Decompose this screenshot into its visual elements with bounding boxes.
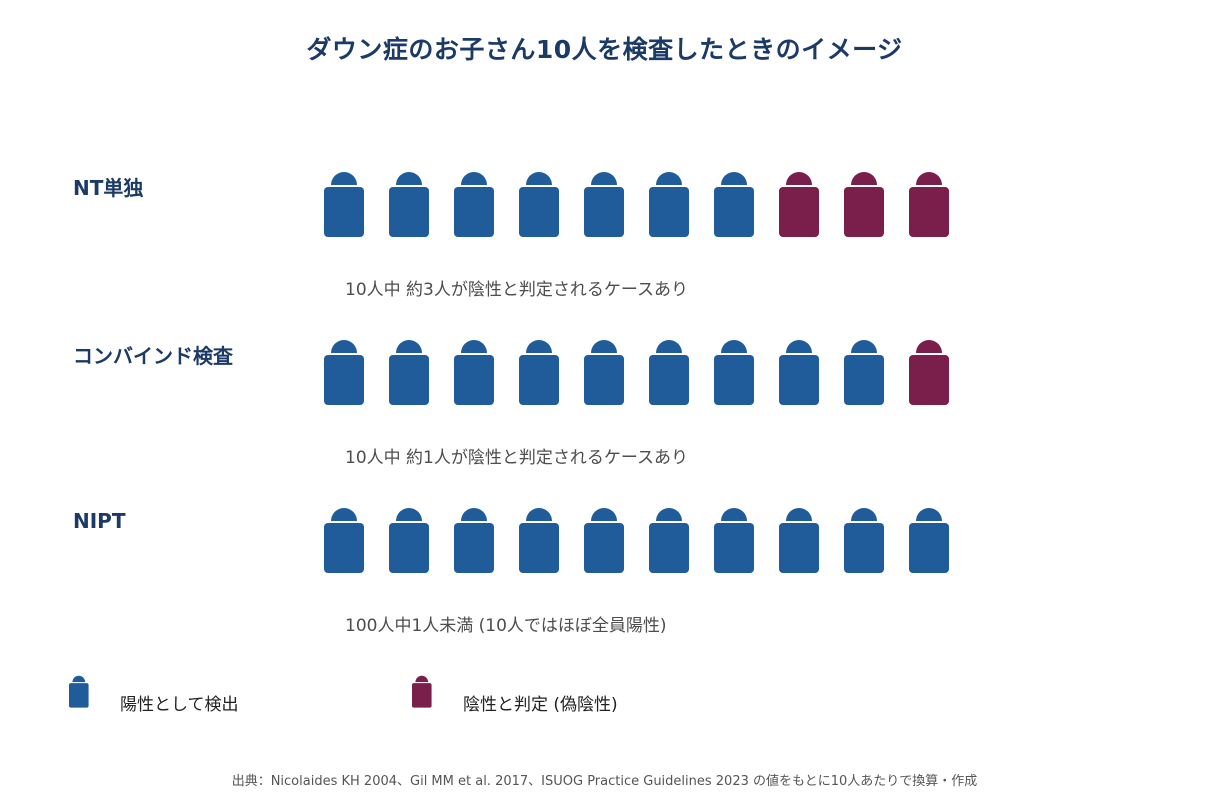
source-note: 出典：Nicolaides KH 2004、Gil MM et al. 2017…	[231, 774, 978, 789]
positive-person-icon	[584, 508, 624, 573]
legend-positive-person	[68, 675, 89, 708]
positive-person-icon	[389, 508, 429, 573]
positive-person-icon	[714, 508, 754, 573]
positive-person-icon	[454, 340, 494, 405]
positive-person-icon	[519, 172, 559, 237]
row-label-nt: NT単独	[73, 176, 144, 200]
positive-person-icon	[324, 508, 364, 573]
row-label-combined: コンバインド検査	[73, 344, 233, 368]
positive-person-icon	[779, 508, 819, 573]
positive-person-icon	[649, 172, 689, 237]
positive-person-icon	[584, 340, 624, 405]
positive-person-icon	[454, 508, 494, 573]
row-label-nipt: NIPT	[73, 509, 126, 533]
chart-title: ダウン症のお子さん10人を検査したときのイメージ	[306, 35, 903, 64]
positive-person-icon	[389, 172, 429, 237]
positive-person-icon	[324, 172, 364, 237]
legend-positive-icon	[68, 675, 89, 708]
false-negative-person-icon	[844, 172, 884, 237]
positive-person-icon	[519, 340, 559, 405]
positive-person-icon	[714, 172, 754, 237]
positive-person-icon	[389, 340, 429, 405]
legend-false-negative-icon	[411, 675, 432, 708]
positive-person-icon	[519, 508, 559, 573]
row-caption-combined: 10人中 約1人が陰性と判定されるケースあり	[345, 448, 689, 468]
positive-person-icon	[454, 172, 494, 237]
row-caption-nt: 10人中 約3人が陰性と判定されるケースあり	[345, 280, 689, 300]
positive-person-icon	[844, 340, 884, 405]
positive-person-icon	[714, 340, 754, 405]
positive-person-icon	[779, 340, 819, 405]
row-caption-nipt: 100人中1人未満 (10人ではほぼ全員陽性)	[345, 616, 667, 636]
positive-person-icon	[649, 340, 689, 405]
false-negative-person-icon	[909, 340, 949, 405]
false-negative-person-icon	[779, 172, 819, 237]
legend-false-negative-label: 陰性と判定 (偽陰性)	[463, 695, 618, 715]
positive-person-icon	[649, 508, 689, 573]
positive-person-icon	[584, 172, 624, 237]
false-negative-person-icon	[909, 172, 949, 237]
positive-person-icon	[324, 340, 364, 405]
positive-person-icon	[844, 508, 884, 573]
positive-person-icon	[909, 508, 949, 573]
legend-positive-label: 陽性として検出	[120, 695, 239, 715]
legend-false-negative-person	[411, 675, 432, 708]
